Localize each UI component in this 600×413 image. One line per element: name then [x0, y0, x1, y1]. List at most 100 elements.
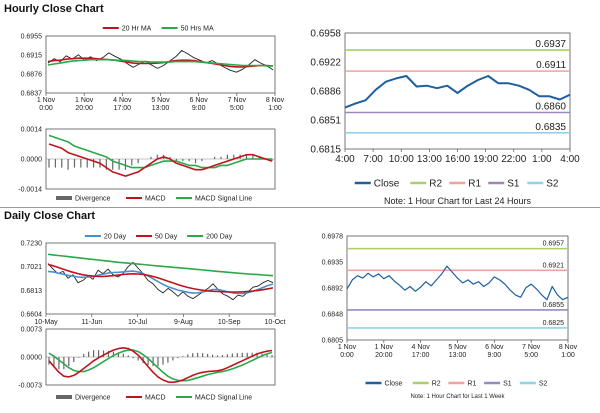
hourly-price-xtick-label: 4 Nov	[113, 97, 132, 104]
daily-pivots-close-line	[346, 265, 569, 301]
hourly-pivots-ytick-label: 0.6851	[310, 116, 341, 127]
daily-macd-ytick-label: 0.0073	[21, 326, 43, 333]
daily-price-xtick-label: 11-Jun	[81, 319, 102, 326]
daily-pivots-xtick-label: 1 Nov	[338, 344, 357, 351]
daily-price-ma20-line	[47, 270, 274, 295]
daily-macd-legend-label: MACD Signal Line	[195, 395, 252, 402]
daily-price-xtick-label: 9-Aug	[174, 319, 193, 326]
daily-section-title: Daily Close Chart	[4, 210, 96, 222]
hourly-pivots-ytick-label: 0.6922	[310, 58, 341, 69]
daily-pivots-legend-label: S2	[539, 380, 548, 387]
daily-price-legend-label: 200 Day	[206, 233, 233, 240]
daily-macd-macd-line	[48, 346, 273, 384]
daily-pivots-level-r2-label: 0.6957	[543, 241, 565, 248]
hourly-macd-ytick-label: 0.0000	[21, 156, 43, 163]
daily-pivots-xtick-label: 5:00	[524, 352, 538, 359]
hourly-pivots-level-r1-label: 0.6911	[536, 60, 566, 71]
hourly-pivots-legend-label: R2	[429, 179, 442, 190]
daily-price-xtick-label: 10-Jul	[128, 319, 148, 326]
daily-macd-legend-label: MACD	[145, 395, 166, 402]
daily-price-ma50-line	[47, 263, 274, 293]
daily-pivots-ytick-label: 0.6805	[322, 337, 344, 344]
hourly-section-title: Hourly Close Chart	[4, 3, 104, 15]
hourly-price-xtick-label: 20:00	[75, 105, 93, 112]
daily-price-xtick-label: 10-Oct	[264, 319, 285, 326]
hourly-pivots-ytick-label: 0.6886	[310, 87, 341, 98]
daily-price-xtick-label: 10-May	[34, 319, 58, 326]
daily-pivots-xtick-label: 20:00	[375, 352, 393, 359]
daily-pivots-legend-label: R2	[432, 380, 441, 387]
hourly-macd-legend-label: Divergence	[75, 196, 111, 203]
hourly-pivots-legend-label: Close	[374, 179, 400, 190]
daily-price-ma200-line	[47, 253, 274, 277]
daily-pivots-legend-label: S1	[503, 380, 512, 387]
hourly-pivots-level-s2-label: 0.6835	[535, 122, 566, 133]
daily-macd-legend-label: Divergence	[75, 395, 111, 402]
hourly-price-legend-label: 50 Hrs MA	[181, 25, 214, 32]
daily-price-frame	[45, 242, 276, 315]
hourly-pivots-xtick-label: 13:00	[417, 154, 442, 165]
daily-pivots-legend-label: R1	[467, 380, 476, 387]
daily-price-legend-label: 50 Day	[155, 233, 178, 240]
hourly-macd-ytick-label: 0.0014	[21, 126, 43, 133]
hourly-pivots-ytick-label: 0.6815	[310, 145, 341, 156]
hourly-price-xtick-label: 17:00	[114, 105, 132, 112]
daily-pivots-xtick-label: 0:00	[340, 352, 354, 359]
daily-macd-signal-line	[48, 349, 273, 382]
hourly-price-xtick-label: 5:00	[230, 105, 244, 112]
daily-pivots-note: Note: 1 Hour Chart for Last 1 Week	[411, 394, 506, 400]
hourly-price-xtick-label: 8 Nov	[266, 97, 285, 104]
daily-pivots-xtick-label: 7 Nov	[522, 344, 541, 351]
daily-price-price-line	[47, 261, 274, 301]
hourly-macd-ytick-label: -0.0014	[18, 186, 42, 193]
daily-pivots-xtick-label: 6 Nov	[485, 344, 504, 351]
hourly-price-xtick-label: 1:00	[268, 105, 282, 112]
daily-pivots-xtick-label: 1:00	[561, 352, 575, 359]
hourly-price-xtick-label: 0:00	[39, 105, 53, 112]
hourly-price-ytick-label: 0.6955	[21, 33, 43, 40]
hourly-pivots-close-line	[344, 75, 571, 109]
daily-pivots-xtick-label: 8 Nov	[559, 344, 578, 351]
daily-price-xtick-label: 10-Sep	[218, 319, 241, 326]
hourly-pivots-xtick-label: 19:00	[473, 154, 498, 165]
hourly-macd-macd-line	[48, 143, 273, 177]
hourly-macd-legend-label: MACD	[145, 196, 166, 203]
hourly-pivots-level-r2-label: 0.6937	[535, 39, 566, 50]
hourly-macd-legend-label: MACD Signal Line	[195, 196, 252, 203]
daily-pivots-legend-label: Close	[384, 380, 402, 387]
daily-pivots-xtick-label: 17:00	[412, 352, 430, 359]
hourly-price-legend-label: 20 Hr MA	[122, 25, 152, 32]
hourly-price-ma50-line	[47, 58, 273, 67]
hourly-pivots-xtick-label: 4:00	[560, 154, 580, 165]
hourly-pivots-xtick-label: 10:00	[389, 154, 414, 165]
hourly-pivots-xtick-label: 7:00	[363, 154, 383, 165]
section-divider	[0, 207, 600, 208]
daily-pivots-ytick-label: 0.6935	[322, 259, 344, 266]
daily-pivots-xtick-label: 4 Nov	[412, 344, 431, 351]
hourly-price-ytick-label: 0.6876	[21, 71, 43, 78]
hourly-price-xtick-label: 6 Nov	[190, 97, 209, 104]
daily-price-ytick-label: 0.7021	[21, 264, 43, 271]
hourly-pivots-xtick-label: 16:00	[445, 154, 470, 165]
daily-price-ytick-label: 0.7230	[21, 240, 43, 247]
hourly-price-xtick-label: 13:00	[152, 105, 170, 112]
hourly-price-xtick-label: 7 Nov	[228, 97, 247, 104]
daily-pivots-level-s1-label: 0.6855	[543, 302, 565, 309]
hourly-price-xtick-label: 1 Nov	[37, 97, 56, 104]
hourly-pivots-ytick-label: 0.6958	[310, 29, 341, 40]
daily-macd-ytick-label: 0.0000	[21, 354, 43, 361]
daily-pivots-level-r1-label: 0.6921	[543, 262, 565, 269]
hourly-pivots-legend-label: S1	[507, 179, 520, 190]
daily-pivots-ytick-label: 0.6892	[322, 285, 344, 292]
hourly-price-xtick-label: 1 Nov	[75, 97, 94, 104]
daily-pivots-xtick-label: 9:00	[488, 352, 502, 359]
daily-price-ytick-label: 0.6604	[21, 311, 43, 318]
hourly-price-frame	[45, 35, 276, 94]
daily-pivots-xtick-label: 13:00	[449, 352, 467, 359]
hourly-pivots-legend-label: R1	[468, 179, 481, 190]
hourly-pivots-level-s1-label: 0.6860	[535, 101, 566, 112]
daily-price-ytick-label: 0.6813	[21, 288, 43, 295]
hourly-price-ytick-label: 0.6837	[21, 90, 43, 97]
hourly-macd-signal-line	[48, 134, 272, 169]
